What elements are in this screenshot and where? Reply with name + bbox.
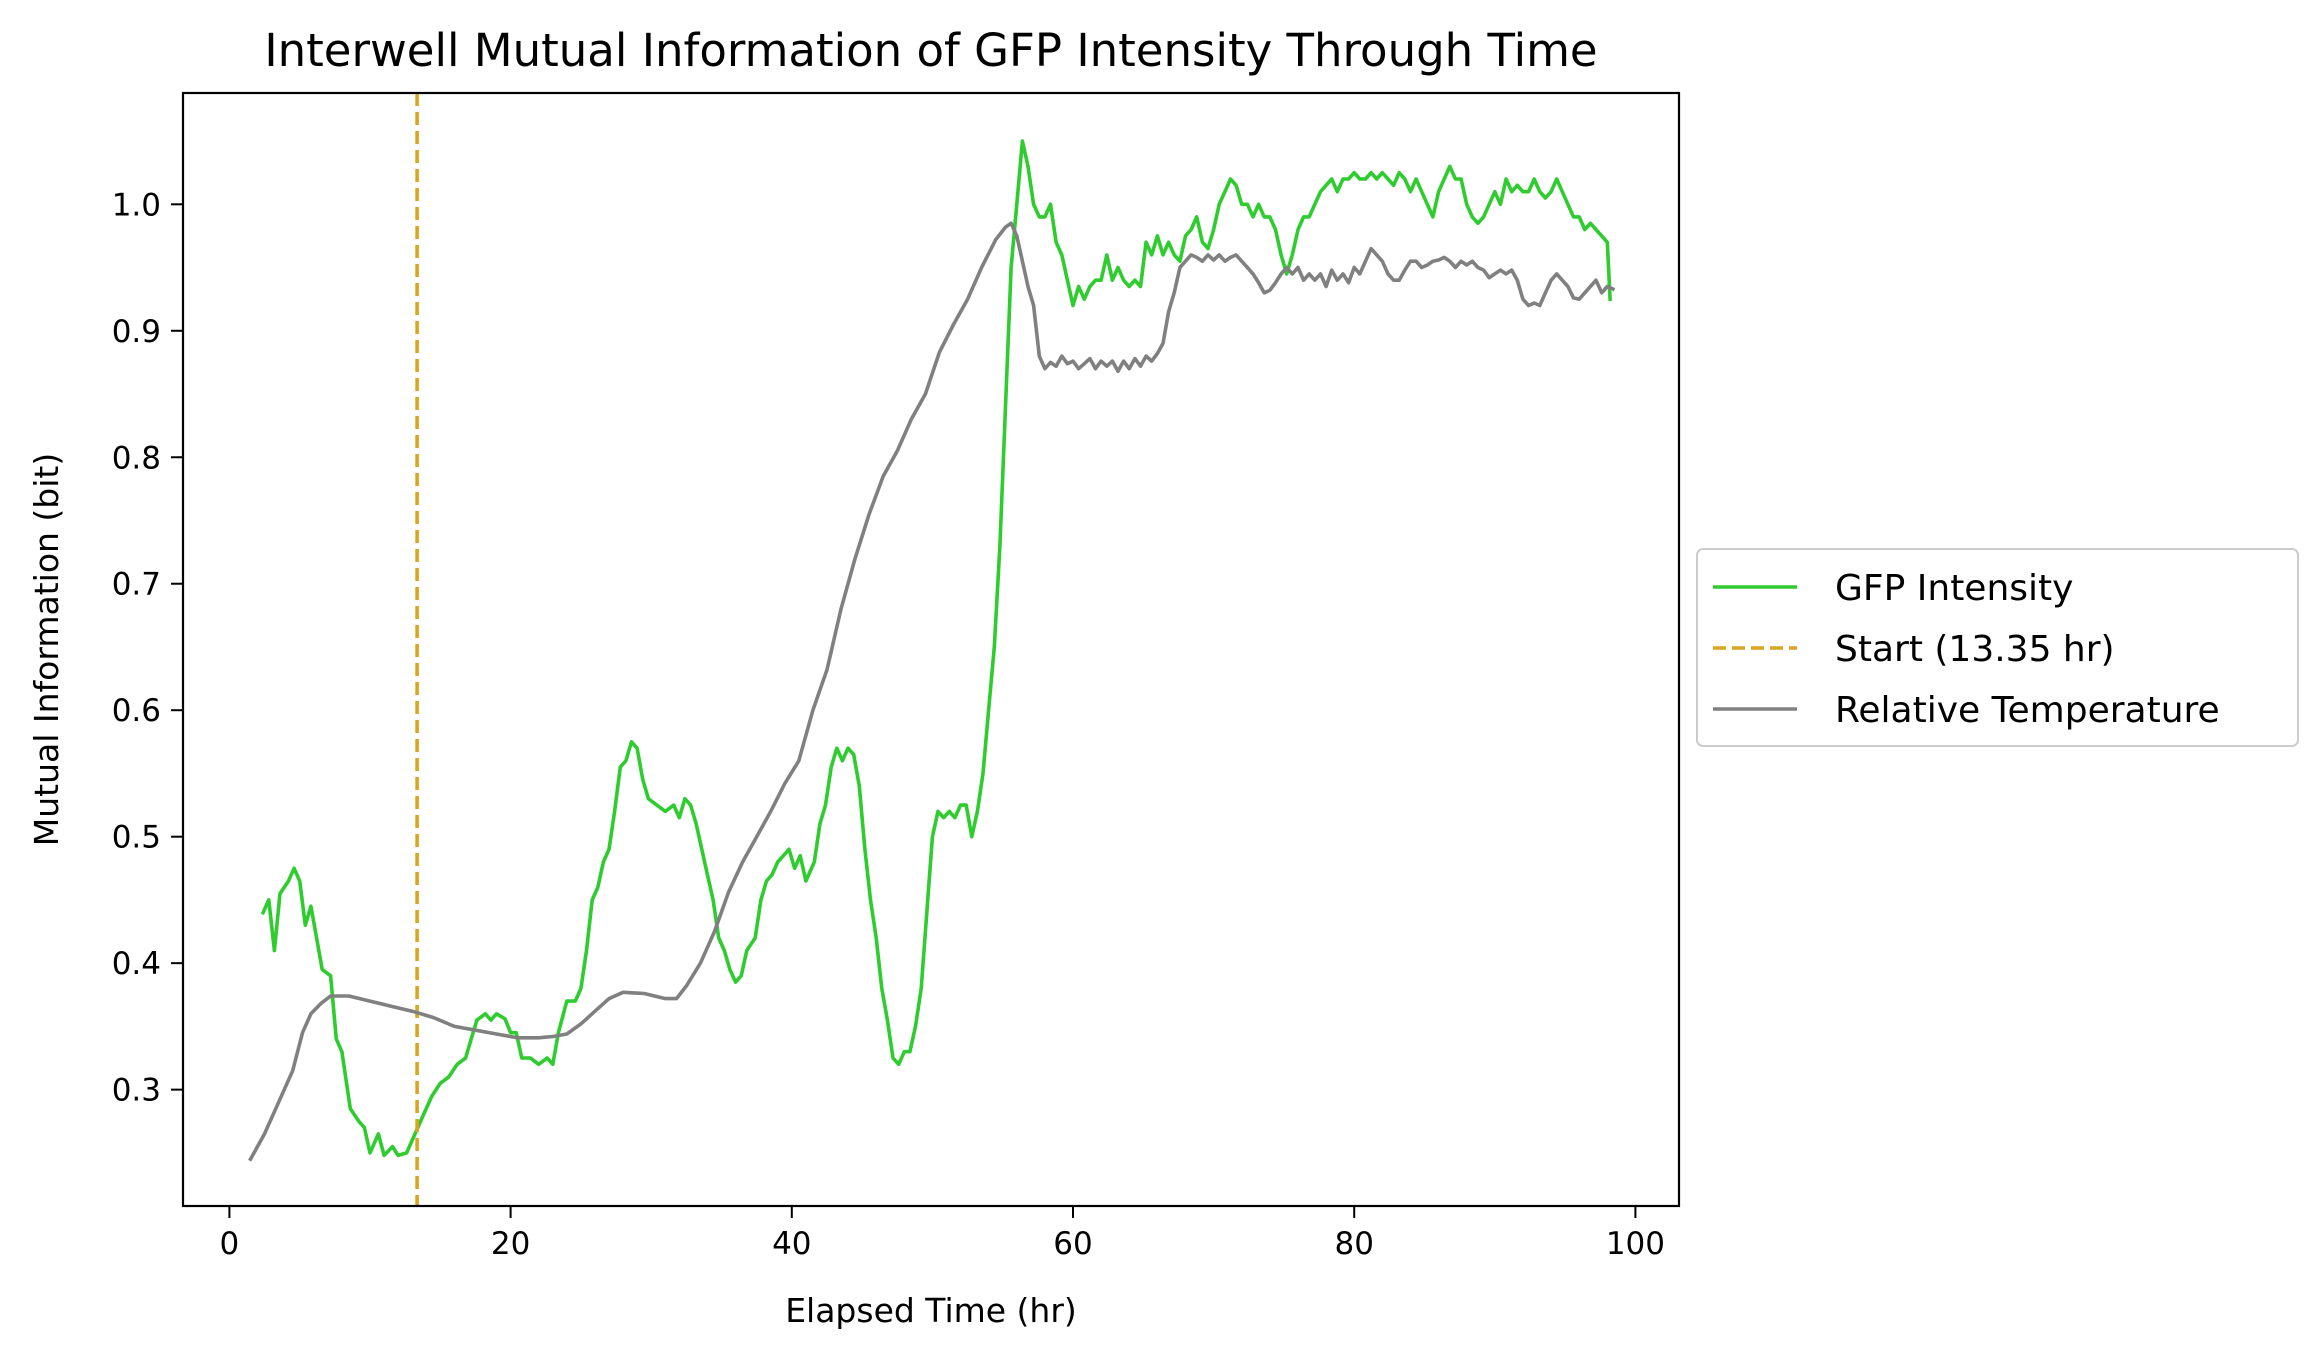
- x-tick-label: 0: [220, 1226, 240, 1262]
- y-tick-label: 0.7: [112, 567, 161, 603]
- y-tick-label: 1.0: [112, 187, 161, 223]
- y-tick-label: 0.4: [112, 946, 161, 982]
- relative-temperature-line: [248, 221, 1616, 1162]
- legend: GFP Intensity Start (13.35 hr) Relative Te…: [1696, 548, 2299, 747]
- y-tick-label: 0.5: [112, 820, 161, 856]
- plot-frame: [181, 91, 1681, 1208]
- x-tick-label: 60: [1053, 1226, 1092, 1262]
- y-tick-label: 0.6: [112, 693, 161, 729]
- y-axis-label: Mutual Information (bit): [27, 453, 66, 846]
- x-axis-label: Elapsed Time (hr): [785, 1291, 1077, 1330]
- legend-label-gfp-intensity: GFP Intensity: [1835, 568, 2073, 609]
- gfp-intensity-line: [260, 139, 1612, 1158]
- legend-label-start-13-35-hr: Start (13.35 hr): [1835, 629, 2115, 670]
- legend-box: [1696, 548, 2299, 747]
- y-tick-label: 0.3: [112, 1073, 161, 1109]
- y-tick-label: 0.8: [112, 440, 161, 476]
- x-axis-ticks: 0 20 40 60 80 100: [220, 1206, 1665, 1262]
- x-tick-label: 20: [491, 1226, 530, 1262]
- chart-title: Interwell Mutual Information of GFP Inte…: [264, 24, 1597, 77]
- x-tick-label: 40: [772, 1226, 811, 1262]
- legend-label-relative-temperature: Relative Temperature: [1835, 690, 2220, 731]
- plot-series: [248, 93, 1616, 1206]
- y-tick-label: 0.9: [112, 314, 161, 350]
- x-tick-label: 100: [1606, 1226, 1665, 1262]
- y-axis-ticks: 0.3 0.4 0.5 0.6 0.7 0.8 0.9 1.0: [112, 187, 183, 1109]
- x-tick-label: 80: [1334, 1226, 1373, 1262]
